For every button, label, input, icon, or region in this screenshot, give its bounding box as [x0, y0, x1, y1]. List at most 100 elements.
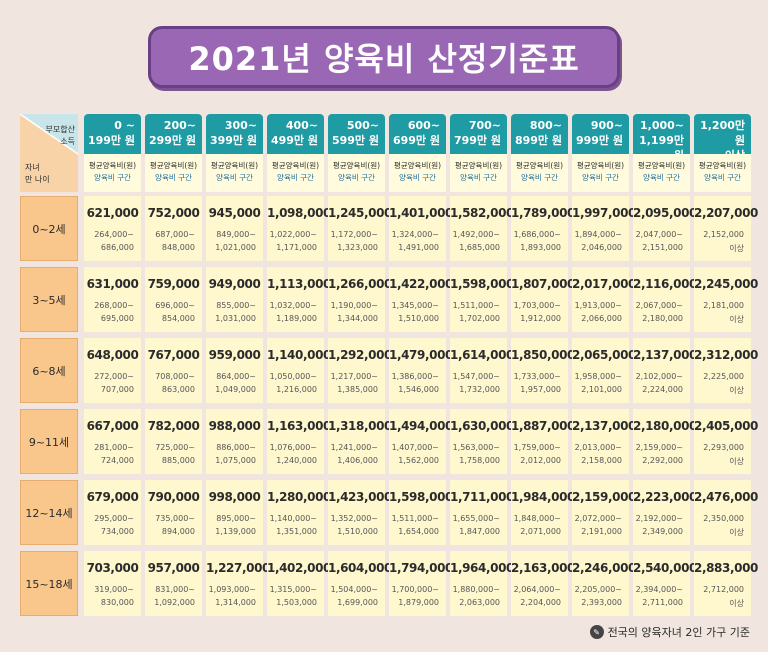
income-column-header: 1,200만 원이상평균양육비(원) 양육비 구간	[694, 114, 751, 192]
cost-range-from: 886,000~	[216, 443, 256, 452]
avg-cost-value: 782,000	[147, 419, 200, 433]
avg-cost-value: 2,137,000	[633, 348, 697, 362]
avg-cost-value: 2,883,000	[694, 561, 758, 575]
income-range-label: 300~ 399만 원	[206, 114, 263, 154]
cost-range-to: 2,191,000	[581, 527, 622, 536]
avg-cost-value: 1,850,000	[511, 348, 575, 362]
cost-range-to: 이상	[729, 457, 744, 466]
cost-cell: 1,098,000 1,022,000~ 1,171,000	[267, 196, 331, 261]
avg-cost-value: 2,405,000	[694, 419, 758, 433]
avg-cost-value: 1,163,000	[267, 419, 331, 433]
age-row-header: 9~11세	[20, 409, 78, 474]
cost-range-from: 2,293,000	[703, 443, 744, 452]
cost-cell: 2,476,000 2,350,000 이상	[694, 480, 758, 545]
cost-range-from: 2,064,000~	[513, 585, 561, 594]
avg-cost-value: 2,137,000	[572, 419, 636, 433]
cost-cell: 1,604,000 1,504,000~ 1,699,000	[328, 551, 392, 616]
cost-cell: 1,227,000 1,093,000~ 1,314,000	[206, 551, 270, 616]
avg-cost-value: 667,000	[86, 419, 139, 433]
cost-range-from: 2,067,000~	[635, 301, 683, 310]
cost-cell: 1,494,000 1,407,000~ 1,562,000	[389, 409, 453, 474]
avg-cost-value: 2,163,000	[511, 561, 575, 575]
cost-range-to: 2,292,000	[642, 456, 683, 465]
cost-range-label: 양육비 구간	[155, 173, 192, 182]
income-range-label: 0 ~ 199만 원	[84, 114, 141, 154]
avg-cost-value: 1,807,000	[511, 277, 575, 291]
cost-range-to: 1,562,000	[398, 456, 439, 465]
avg-cost-label: 평균양육비(원)	[393, 161, 442, 170]
cost-range-to: 1,240,000	[276, 456, 317, 465]
avg-cost-value: 959,000	[208, 348, 261, 362]
avg-cost-value: 759,000	[147, 277, 200, 291]
cost-cell: 1,318,000 1,241,000~ 1,406,000	[328, 409, 392, 474]
footer-note-text: 전국의 양육자녀 2인 가구 기준	[607, 626, 750, 639]
avg-cost-value: 2,065,000	[572, 348, 636, 362]
cost-range-to: 734,000	[100, 527, 134, 536]
cost-cell: 1,598,000 1,511,000~ 1,702,000	[450, 267, 514, 332]
cost-range-from: 1,241,000~	[330, 443, 378, 452]
cost-range-from: 1,217,000~	[330, 372, 378, 381]
avg-cost-label: 평균양육비(원)	[149, 161, 198, 170]
income-range-from: 400~	[285, 119, 318, 132]
cost-range-to: 2,711,000	[642, 598, 683, 607]
income-column-header: 300~ 399만 원 평균양육비(원) 양육비 구간	[206, 114, 263, 192]
cost-range-to: 707,000	[100, 385, 134, 394]
avg-cost-value: 1,598,000	[450, 277, 514, 291]
age-axis-label: 자녀 만 나이	[25, 163, 50, 184]
income-column-header: 700~ 799만 원 평균양육비(원) 양육비 구간	[450, 114, 507, 192]
cost-range-to: 1,021,000	[215, 243, 256, 252]
cost-range-label: 양육비 구간	[704, 173, 741, 182]
cost-range-to: 1,049,000	[215, 385, 256, 394]
cost-cell: 631,000 268,000~ 695,000	[84, 267, 141, 332]
avg-cost-value: 2,312,000	[694, 348, 758, 362]
cost-range-from: 2,712,000	[703, 585, 744, 594]
cost-cell: 1,711,000 1,655,000~ 1,847,000	[450, 480, 514, 545]
cost-cell: 1,280,000 1,140,000~ 1,351,000	[267, 480, 331, 545]
avg-cost-value: 1,422,000	[389, 277, 453, 291]
income-range-label: 700~ 799만 원	[450, 114, 507, 154]
cost-range-to: 2,063,000	[459, 598, 500, 607]
cost-range-to: 885,000	[161, 456, 195, 465]
cost-range-from: 1,315,000~	[269, 585, 317, 594]
cost-range-from: 1,386,000~	[391, 372, 439, 381]
income-range-label: 600~ 699만 원	[389, 114, 446, 154]
income-range-label: 500~ 599만 원	[328, 114, 385, 154]
cost-range-from: 1,022,000~	[269, 230, 317, 239]
cost-range-to: 1,503,000	[276, 598, 317, 607]
avg-cost-value: 679,000	[86, 490, 139, 504]
cost-range-to: 1,216,000	[276, 385, 317, 394]
cost-range-to: 2,158,000	[581, 456, 622, 465]
cost-cell: 1,266,000 1,190,000~ 1,344,000	[328, 267, 392, 332]
income-range-from: 800~	[529, 119, 562, 132]
cost-range-to: 이상	[729, 599, 744, 608]
age-row-header: 12~14세	[20, 480, 78, 545]
cost-range-from: 2,350,000	[703, 514, 744, 523]
cost-cell: 2,223,000 2,192,000~ 2,349,000	[633, 480, 697, 545]
avg-cost-value: 2,017,000	[572, 277, 636, 291]
income-range-from: 500~	[346, 119, 379, 132]
income-range-to: 799만 원	[453, 134, 501, 147]
income-range-from: 700~	[468, 119, 501, 132]
cost-cell: 945,000 849,000~ 1,021,000	[206, 196, 263, 261]
cost-range-from: 2,205,000~	[574, 585, 622, 594]
cost-cell: 2,065,000 1,958,000~ 2,101,000	[572, 338, 636, 403]
column-sub-header: 평균양육비(원) 양육비 구간	[206, 154, 263, 192]
cost-range-from: 855,000~	[216, 301, 256, 310]
cost-range-from: 295,000~	[94, 514, 134, 523]
cost-range-label: 양육비 구간	[216, 173, 253, 182]
cost-range-label: 양육비 구간	[277, 173, 314, 182]
income-range-to: 599만 원	[331, 134, 379, 147]
cost-range-from: 1,958,000~	[574, 372, 622, 381]
avg-cost-value: 1,630,000	[450, 419, 514, 433]
avg-cost-value: 1,266,000	[328, 277, 392, 291]
avg-cost-value: 2,245,000	[694, 277, 758, 291]
cost-range-from: 1,880,000~	[452, 585, 500, 594]
cost-cell: 790,000 735,000~ 894,000	[145, 480, 202, 545]
cost-cell: 988,000 886,000~ 1,075,000	[206, 409, 263, 474]
income-range-to: 699만 원	[392, 134, 440, 147]
cost-range-to: 894,000	[161, 527, 195, 536]
cost-range-from: 1,686,000~	[513, 230, 561, 239]
column-sub-header: 평균양육비(원) 양육비 구간	[572, 154, 629, 192]
cost-range-from: 1,140,000~	[269, 514, 317, 523]
